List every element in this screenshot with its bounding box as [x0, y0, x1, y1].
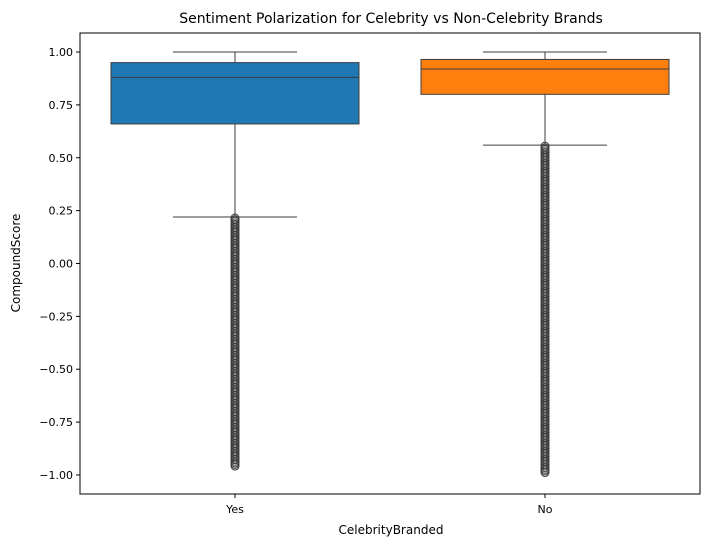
x-axis: Yes No — [225, 494, 553, 516]
y-tick-label: 1.00 — [49, 46, 74, 59]
x-tick-label-yes: Yes — [225, 503, 244, 516]
y-axis: 1.00 0.75 0.50 0.25 0.00 −0.25 −0.50 −0.75 −1.00 — [39, 46, 80, 482]
box-no — [420, 58, 670, 95]
outlier-point — [230, 461, 240, 471]
y-tick-label: 0.00 — [49, 258, 74, 271]
outlier-point — [540, 468, 550, 478]
chart-title: Sentiment Polarization for Celebrity vs … — [179, 11, 603, 27]
box-group-no — [420, 51, 670, 478]
y-tick-label: 0.75 — [49, 99, 74, 112]
x-tick-label-no: No — [538, 503, 553, 516]
box-yes — [110, 62, 360, 125]
x-axis-label: CelebrityBranded — [339, 523, 444, 537]
y-tick-label: 0.25 — [49, 205, 74, 218]
y-tick-label: −1.00 — [39, 469, 73, 482]
outliers-yes — [230, 213, 240, 471]
box-group-yes — [110, 51, 360, 471]
outliers-no — [540, 141, 550, 478]
y-tick-label: −0.50 — [39, 363, 73, 376]
y-tick-label: 0.50 — [49, 152, 74, 165]
plot-area — [110, 51, 670, 478]
y-axis-label: CompoundScore — [9, 214, 23, 313]
y-tick-label: −0.75 — [39, 416, 73, 429]
y-tick-label: −0.25 — [39, 310, 73, 323]
